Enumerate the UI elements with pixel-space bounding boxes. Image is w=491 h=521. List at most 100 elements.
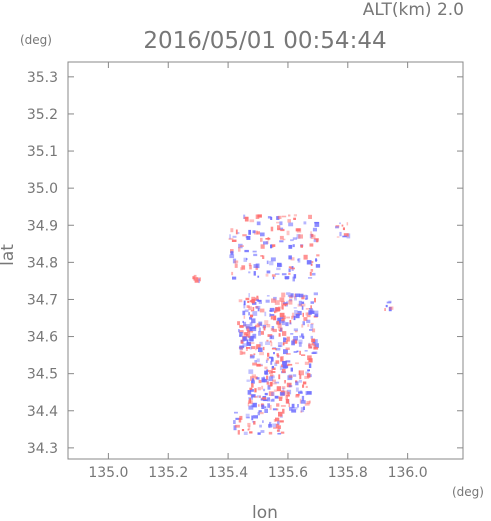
- data-point: [229, 234, 231, 239]
- data-point: [283, 341, 288, 344]
- data-point: [270, 399, 275, 402]
- data-point: [309, 271, 312, 276]
- data-point: [249, 337, 254, 342]
- data-point: [249, 326, 253, 332]
- data-point: [309, 233, 313, 239]
- data-point: [257, 308, 260, 312]
- data-point: [291, 315, 293, 320]
- data-point: [194, 280, 199, 283]
- data-point: [302, 312, 304, 317]
- data-point: [314, 221, 319, 224]
- data-point: [249, 431, 253, 434]
- data-point: [343, 233, 349, 237]
- data-point: [278, 333, 281, 337]
- data-point: [277, 225, 281, 230]
- data-point: [305, 297, 308, 300]
- data-point: [258, 331, 261, 336]
- data-point: [248, 312, 250, 316]
- data-point: [247, 300, 250, 303]
- data-point: [263, 399, 268, 402]
- data-point: [293, 351, 298, 353]
- data-point: [255, 306, 259, 309]
- data-point: [270, 217, 273, 220]
- data-point: [297, 404, 299, 408]
- data-point: [281, 304, 284, 310]
- y-tick-label: 35.2: [27, 107, 58, 123]
- x-unit-label: (deg): [452, 485, 484, 499]
- data-point: [266, 324, 271, 328]
- data-point: [254, 345, 257, 351]
- data-point: [253, 253, 258, 257]
- data-point: [303, 221, 307, 225]
- data-point: [307, 369, 310, 372]
- data-point: [251, 318, 256, 324]
- data-point: [251, 415, 254, 421]
- data-point: [280, 327, 283, 332]
- data-point: [248, 306, 252, 311]
- data-point: [246, 347, 251, 349]
- data-point: [258, 327, 261, 332]
- data-point: [261, 377, 266, 383]
- data-point: [247, 428, 250, 431]
- data-point: [249, 264, 252, 270]
- data-point: [284, 276, 290, 279]
- y-tick-label: 34.6: [27, 330, 58, 346]
- data-point: [288, 299, 293, 305]
- data-point: [293, 407, 298, 410]
- data-point: [228, 237, 234, 240]
- data-point: [254, 388, 257, 393]
- data-point: [230, 249, 234, 253]
- data-point: [276, 320, 281, 325]
- data-point: [310, 234, 316, 239]
- data-point: [273, 427, 278, 429]
- data-point: [268, 431, 273, 435]
- data-point: [268, 356, 273, 359]
- data-point: [277, 215, 282, 219]
- data-point: [244, 309, 249, 313]
- data-point: [270, 328, 274, 331]
- data-point: [196, 277, 201, 282]
- data-point: [281, 215, 287, 218]
- data-point: [313, 344, 317, 349]
- data-point: [243, 315, 246, 319]
- data-point: [249, 394, 252, 397]
- data-point: [250, 404, 255, 407]
- data-point: [310, 305, 312, 309]
- data-point: [192, 276, 195, 280]
- data-point: [305, 295, 309, 300]
- data-point: [248, 369, 254, 374]
- data-point: [276, 386, 281, 392]
- data-points: [192, 214, 394, 435]
- data-point: [286, 230, 290, 236]
- data-point: [252, 333, 257, 339]
- data-point: [252, 307, 255, 312]
- data-point: [278, 306, 282, 309]
- data-point: [308, 214, 312, 219]
- data-point: [232, 235, 237, 238]
- data-point: [277, 427, 280, 432]
- data-point: [270, 314, 275, 316]
- data-point: [339, 222, 341, 225]
- data-point: [260, 255, 263, 257]
- axis-ticks: 135.0 135.2 135.4 135.6 135.8 136.0 34.3 34.4 34…: [27, 62, 463, 481]
- data-point: [300, 370, 304, 376]
- data-point: [264, 406, 267, 409]
- data-point: [279, 312, 285, 318]
- data-point: [288, 272, 291, 275]
- y-tick-label: 34.8: [27, 255, 58, 271]
- data-point: [311, 352, 316, 354]
- data-point: [269, 421, 272, 426]
- data-point: [281, 292, 286, 298]
- data-point: [305, 312, 308, 316]
- data-point: [259, 424, 262, 428]
- y-tick-label: 34.4: [27, 404, 58, 420]
- data-point: [272, 328, 277, 333]
- data-point: [239, 332, 243, 337]
- data-point: [255, 263, 260, 269]
- data-point: [300, 400, 306, 404]
- data-point: [316, 254, 320, 257]
- data-point: [271, 347, 276, 350]
- data-point: [279, 221, 283, 226]
- data-point: [342, 235, 347, 238]
